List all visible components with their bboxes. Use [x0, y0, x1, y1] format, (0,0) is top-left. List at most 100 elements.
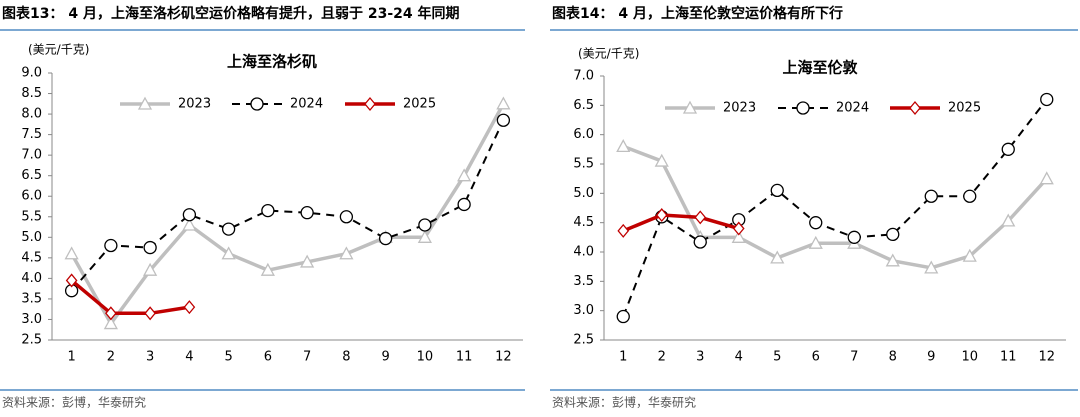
x-tick-label: 10	[417, 350, 434, 365]
x-tick-label: 11	[456, 350, 473, 365]
marker	[65, 273, 78, 288]
marker	[924, 189, 938, 203]
marker	[144, 306, 156, 321]
legend-label: 2025	[403, 97, 436, 112]
x-tick-label: 8	[889, 350, 897, 365]
legend-label: 2024	[836, 101, 869, 116]
marker	[378, 231, 393, 246]
marker	[339, 246, 354, 260]
y-tick-label: 5.0	[21, 230, 42, 245]
marker	[796, 101, 810, 115]
marker	[418, 218, 432, 232]
marker	[417, 229, 432, 243]
x-tick-label: 4	[735, 350, 743, 365]
marker	[261, 203, 275, 218]
y-tick-label: 2.5	[573, 333, 594, 348]
marker	[1001, 142, 1015, 156]
x-tick-label: 2	[658, 350, 666, 365]
x-tick-label: 9	[927, 350, 935, 365]
marker	[300, 254, 315, 268]
y-tick-label: 7.0	[573, 69, 594, 84]
marker	[655, 208, 668, 223]
marker	[693, 235, 707, 249]
y-tick-label: 4.5	[573, 215, 594, 230]
marker	[221, 222, 236, 236]
marker	[182, 208, 197, 222]
x-tick-label: 10	[961, 350, 978, 365]
marker	[250, 97, 264, 111]
y-tick-label: 4.5	[21, 250, 42, 265]
marker	[770, 250, 785, 264]
legend-label: 2023	[723, 101, 756, 116]
y-tick-label: 7.5	[21, 127, 42, 142]
x-tick-label: 11	[1000, 350, 1017, 365]
marker	[1039, 171, 1054, 185]
marker	[682, 100, 698, 114]
y-tick-label: 5.5	[573, 157, 594, 172]
marker	[103, 316, 118, 330]
marker	[731, 229, 746, 243]
chart-header: 图表14： 4 月，上海至伦敦空运价格有所下行	[552, 5, 843, 22]
x-tick-label: 12	[1038, 350, 1055, 365]
chart-title: 上海至伦敦	[782, 59, 858, 77]
y-tick-label: 8.0	[21, 107, 42, 122]
marker	[885, 253, 900, 267]
marker	[616, 309, 630, 324]
y-tick-label: 3.0	[21, 312, 42, 327]
marker	[64, 246, 79, 260]
marker	[616, 139, 631, 153]
x-tick-label: 6	[812, 350, 820, 365]
x-tick-label: 5	[773, 350, 781, 365]
series-line	[70, 119, 505, 292]
x-tick-label: 3	[146, 350, 154, 365]
marker	[909, 100, 921, 116]
marker	[694, 210, 707, 225]
marker	[183, 300, 196, 315]
x-tick-label: 7	[850, 350, 858, 365]
legend-label: 2024	[290, 97, 323, 112]
chart-header: 图表13： 4 月，上海至洛杉矶空运价格略有提升，且弱于 23-24 年同期	[2, 5, 460, 22]
marker	[143, 262, 158, 276]
y-tick-label: 6.5	[573, 98, 594, 113]
marker	[105, 306, 117, 321]
y-axis-label: (美元/千克)	[28, 43, 89, 57]
marker	[732, 221, 745, 236]
marker	[496, 96, 511, 110]
y-tick-label: 6.5	[21, 168, 42, 183]
marker	[221, 246, 236, 260]
marker	[364, 96, 376, 112]
marker	[886, 227, 900, 242]
series-line	[622, 213, 740, 233]
marker	[847, 230, 861, 244]
x-tick-label: 5	[224, 350, 232, 365]
marker	[496, 113, 511, 127]
marker	[1040, 92, 1054, 107]
marker	[260, 262, 275, 276]
x-tick-label: 2	[107, 350, 115, 365]
marker	[339, 210, 354, 224]
marker	[300, 206, 314, 220]
y-tick-label: 3.0	[573, 303, 594, 318]
source: 资料来源：彭博，华泰研究	[2, 395, 146, 410]
x-tick-label: 1	[67, 350, 75, 365]
chart-title: 上海至洛杉矶	[227, 53, 317, 71]
y-tick-label: 6.0	[573, 127, 594, 142]
marker	[808, 235, 823, 249]
y-tick-label: 3.5	[21, 291, 42, 306]
y-tick-label: 7.0	[21, 148, 42, 163]
series-line	[70, 102, 505, 327]
legend-label: 2025	[948, 101, 981, 116]
marker	[654, 153, 669, 167]
y-tick-label: 5.5	[21, 209, 42, 224]
y-tick-label: 8.5	[21, 86, 42, 101]
series-line	[622, 144, 1049, 270]
x-tick-label: 3	[696, 350, 704, 365]
x-tick-label: 7	[303, 350, 311, 365]
y-tick-label: 6.0	[21, 189, 42, 204]
marker	[104, 238, 118, 253]
y-tick-label: 9.0	[21, 66, 42, 81]
series-line	[70, 279, 190, 316]
x-tick-label: 12	[495, 350, 512, 365]
source: 资料来源：彭博，华泰研究	[552, 395, 696, 410]
